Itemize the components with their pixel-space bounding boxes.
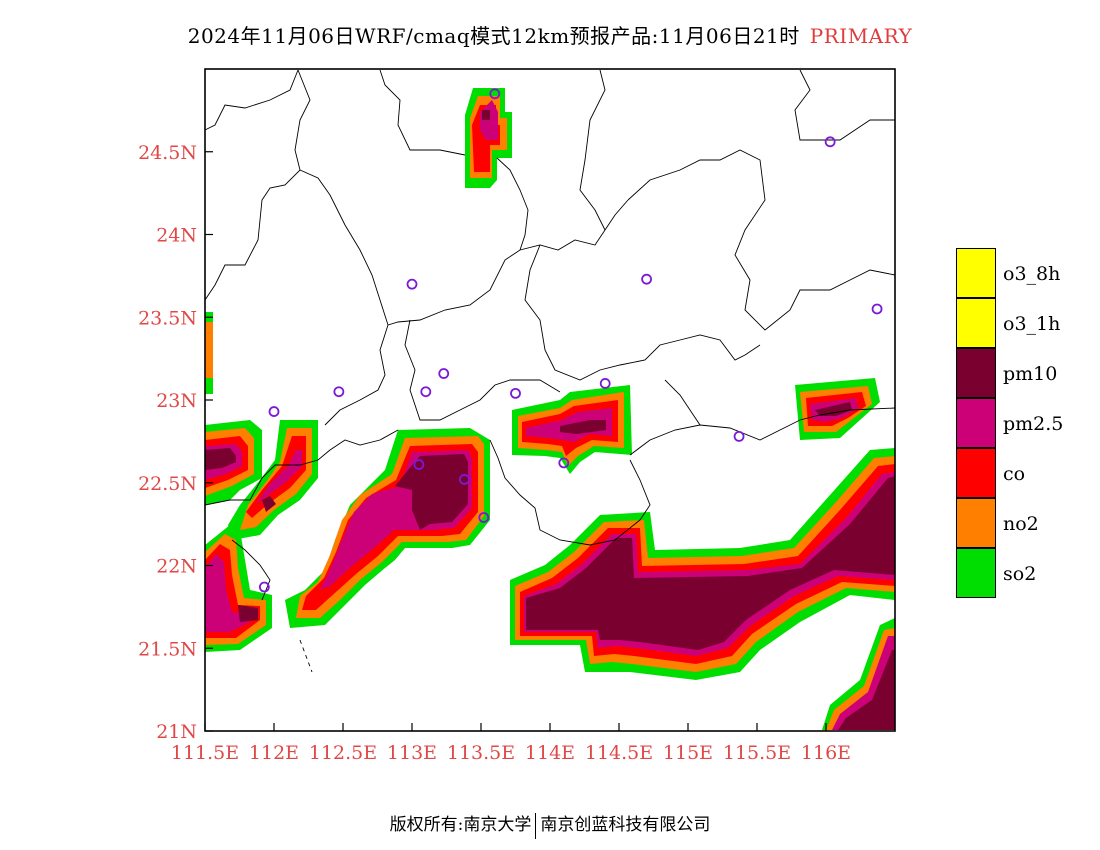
- legend-swatch: [956, 298, 996, 348]
- station-marker: [406, 278, 418, 290]
- legend-label: pm10: [1003, 363, 1058, 385]
- station-marker: [333, 386, 345, 398]
- footer-owner: 版权所有:南京大学: [389, 815, 532, 835]
- x-tick-label: 114E: [525, 742, 575, 764]
- x-tick-label: 113.5E: [447, 742, 515, 764]
- x-tick-label: 116E: [801, 742, 851, 764]
- station-marker: [733, 431, 745, 442]
- legend-swatch: [956, 448, 996, 498]
- legend-item-pm2-5: pm2.5: [956, 398, 1086, 448]
- x-tick-label: 113E: [387, 742, 437, 764]
- legend-item-o3-1h: o3_1h: [956, 298, 1086, 348]
- legend-item-so2: so2: [956, 548, 1086, 598]
- legend-label: o3_1h: [1003, 313, 1061, 335]
- legend-label: no2: [1003, 513, 1039, 535]
- station-marker: [258, 581, 270, 593]
- legend-label: pm2.5: [1003, 413, 1064, 435]
- pollutant-areas: [205, 88, 895, 730]
- footer: 版权所有:南京大学 南京创蓝科技有限公司: [0, 810, 1100, 839]
- legend-label: so2: [1003, 563, 1037, 585]
- area-pearl-river: [285, 428, 490, 628]
- legend-item-o3-8h: o3_8h: [956, 248, 1086, 298]
- area-north-cluster: [465, 88, 512, 188]
- area-south-sea: [510, 448, 895, 680]
- station-marker: [641, 273, 652, 285]
- x-axis: 111.5E 112E 112.5E 113E 113.5E 114E 114.5E 115E…: [171, 723, 851, 764]
- station-marker: [599, 378, 611, 389]
- legend-swatch: [956, 348, 996, 398]
- x-tick-label: 115E: [663, 742, 713, 764]
- station-marker: [413, 459, 425, 470]
- x-tick-label: 112.5E: [309, 742, 377, 764]
- station-marker: [268, 406, 280, 417]
- title-main: 2024年11月06日WRF/cmaq模式12km预报产品:11月06日21时: [187, 24, 800, 48]
- station-marker: [420, 386, 432, 398]
- legend-swatch: [956, 398, 996, 448]
- y-tick-label: 21N: [156, 721, 197, 743]
- legend: o3_8h o3_1h pm10 pm2.5 co no2 so2: [956, 248, 1086, 598]
- y-tick-label: 21.5N: [138, 638, 197, 660]
- station-marker: [824, 136, 836, 148]
- legend-item-pm10: pm10: [956, 348, 1086, 398]
- legend-swatch: [956, 498, 996, 548]
- y-axis: 21N 21.5N 22N 22.5N 23N 23.5N 24N 24.5N: [138, 142, 213, 743]
- y-tick-label: 23.5N: [138, 307, 197, 329]
- area-west-coast: [205, 420, 318, 652]
- y-tick-label: 22N: [156, 556, 197, 578]
- legend-swatch: [956, 548, 996, 598]
- boundary-lines: [204, 69, 896, 673]
- area-shenzhen: [512, 385, 632, 474]
- y-tick-label: 24N: [156, 225, 197, 247]
- station-marker: [489, 88, 501, 100]
- station-marker: [871, 303, 883, 315]
- x-tick-label: 114.5E: [585, 742, 653, 764]
- map-title: 2024年11月06日WRF/cmaq模式12km预报产品:11月06日21时 P…: [0, 20, 1100, 49]
- legend-label: o3_8h: [1003, 263, 1061, 285]
- legend-item-no2: no2: [956, 498, 1086, 548]
- legend-item-co: co: [956, 448, 1086, 498]
- x-tick-label: 111.5E: [171, 742, 239, 764]
- station-markers: [258, 88, 883, 593]
- footer-separator: [535, 812, 537, 839]
- station-marker: [558, 457, 570, 469]
- station-marker: [438, 368, 450, 379]
- y-tick-label: 24.5N: [138, 142, 197, 164]
- area-southeast: [822, 618, 895, 730]
- area-huizhou: [795, 378, 880, 440]
- legend-label: co: [1003, 463, 1026, 485]
- y-tick-label: 23N: [156, 390, 197, 412]
- y-tick-label: 22.5N: [138, 473, 197, 495]
- station-marker: [459, 474, 470, 485]
- station-marker: [510, 387, 521, 399]
- x-tick-label: 112E: [249, 742, 299, 764]
- footer-company: 南京创蓝科技有限公司: [540, 815, 711, 835]
- title-tag: PRIMARY: [809, 24, 913, 48]
- legend-swatch: [956, 248, 996, 298]
- x-tick-label: 115.5E: [723, 742, 791, 764]
- station-marker: [478, 512, 490, 523]
